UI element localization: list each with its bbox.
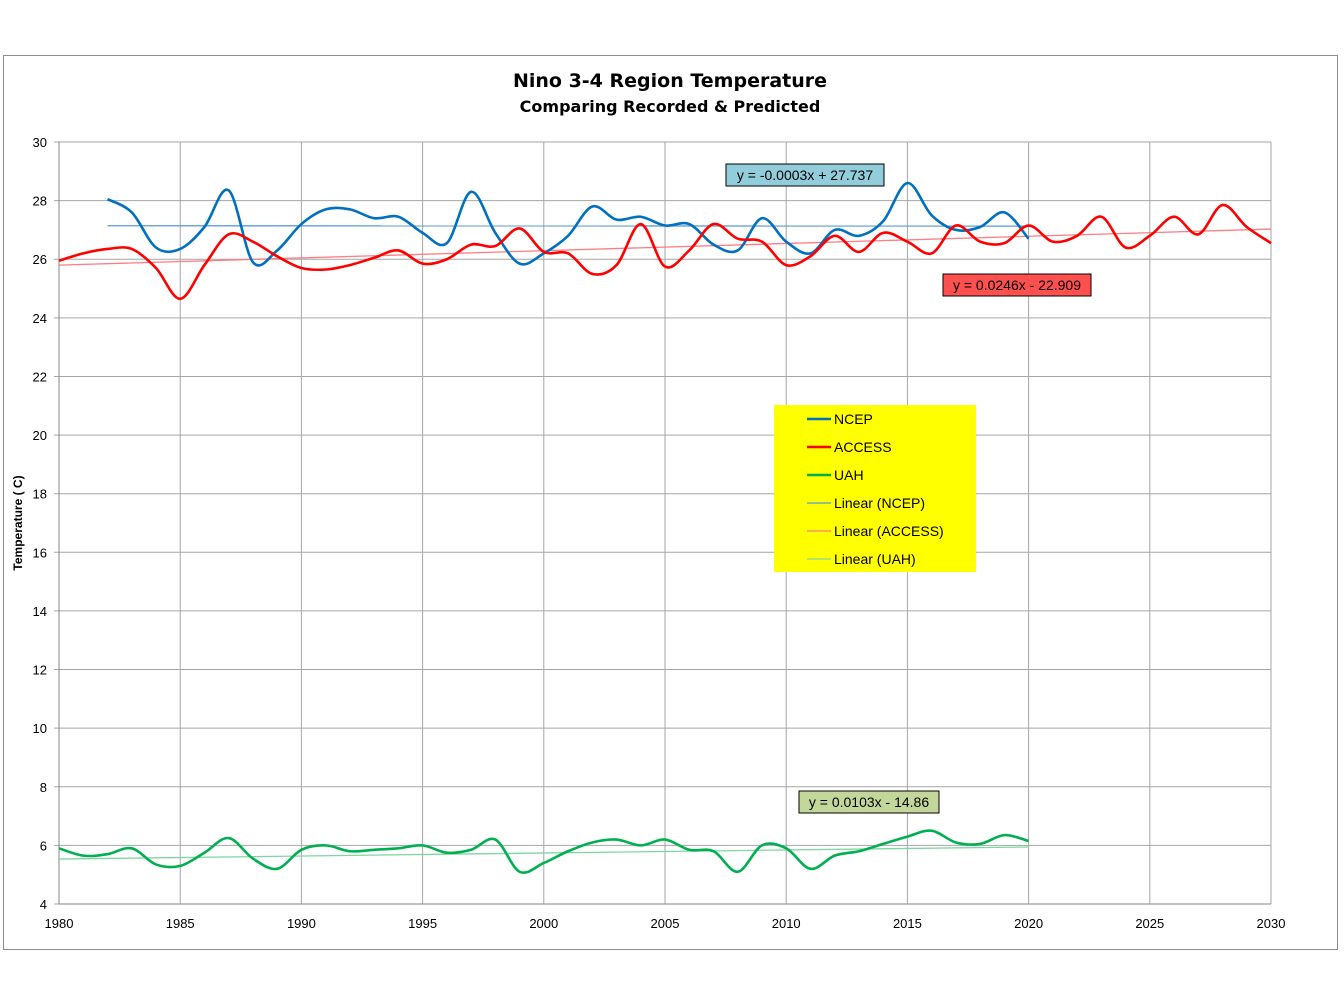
legend-label: UAH: [834, 467, 864, 483]
x-tick-label: 2015: [893, 916, 922, 931]
legend-label: NCEP: [834, 411, 873, 427]
y-tick-label: 8: [40, 780, 47, 795]
legend-label: Linear (NCEP): [834, 495, 925, 511]
x-tick-label: 1980: [45, 916, 74, 931]
y-tick-label: 22: [33, 369, 47, 384]
trendline-access: [58, 228, 1272, 266]
legend: NCEP ACCESS UAH Linear (NCEP) Linear (ACCESS…: [774, 405, 976, 572]
legend-box: [774, 405, 976, 572]
x-tick-label: 1995: [408, 916, 437, 931]
legend-label: Linear (ACCESS): [834, 523, 944, 539]
y-tick-label: 6: [40, 838, 47, 853]
equation-box: [798, 790, 940, 814]
y-tick-label: 16: [33, 545, 47, 560]
y-tick-label: 4: [40, 897, 47, 912]
chart-title: Nino 3-4 Region Temperature: [513, 70, 827, 92]
x-tick-label: 2010: [772, 916, 801, 931]
series-line-access: [58, 203, 1272, 301]
x-tick-label: 2005: [651, 916, 680, 931]
x-tick-label: 2030: [1257, 916, 1286, 931]
equation-label-ncep: y = -0.0003x + 27.737: [725, 163, 885, 187]
x-tick-label: 2000: [529, 916, 558, 931]
y-tick-label: 18: [33, 487, 47, 502]
equation-text: y = 0.0103x - 14.86: [809, 794, 929, 810]
equation-text: y = 0.0246x - 22.909: [953, 277, 1081, 293]
series-line-ncep: [106, 181, 1030, 267]
y-tick-label: 20: [33, 428, 47, 443]
chart-frame: Nino 3-4 Region Temperature Comparing Rec…: [3, 55, 1338, 950]
series-line-uah: [58, 829, 1029, 874]
x-tick-label: 1990: [287, 916, 316, 931]
chart-svg: Nino 3-4 Region Temperature Comparing Rec…: [11, 70, 1286, 931]
x-tick-label: 1985: [166, 916, 195, 931]
equation-box: [725, 163, 885, 187]
x-tick-label: 2020: [1014, 916, 1043, 931]
legend-label: ACCESS: [834, 439, 892, 455]
y-tick-label: 30: [33, 135, 47, 150]
y-tick-label: 10: [33, 721, 47, 736]
y-tick-label: 12: [33, 663, 47, 678]
y-tick-label: 28: [33, 194, 47, 209]
equation-label-access: y = 0.0246x - 22.909: [942, 273, 1092, 297]
equation-box: [942, 273, 1092, 297]
x-tick-label: 2025: [1135, 916, 1164, 931]
y-tick-label: 14: [33, 604, 47, 619]
y-tick-label: 24: [33, 311, 47, 326]
equation-text: y = -0.0003x + 27.737: [737, 167, 873, 183]
equation-label-uah: y = 0.0103x - 14.86: [798, 790, 940, 814]
y-tick-label: 26: [33, 252, 47, 267]
legend-label: Linear (UAH): [834, 551, 916, 567]
y-axis-label: Temperature ( C): [11, 475, 25, 570]
chart-subtitle: Comparing Recorded & Predicted: [520, 97, 821, 116]
